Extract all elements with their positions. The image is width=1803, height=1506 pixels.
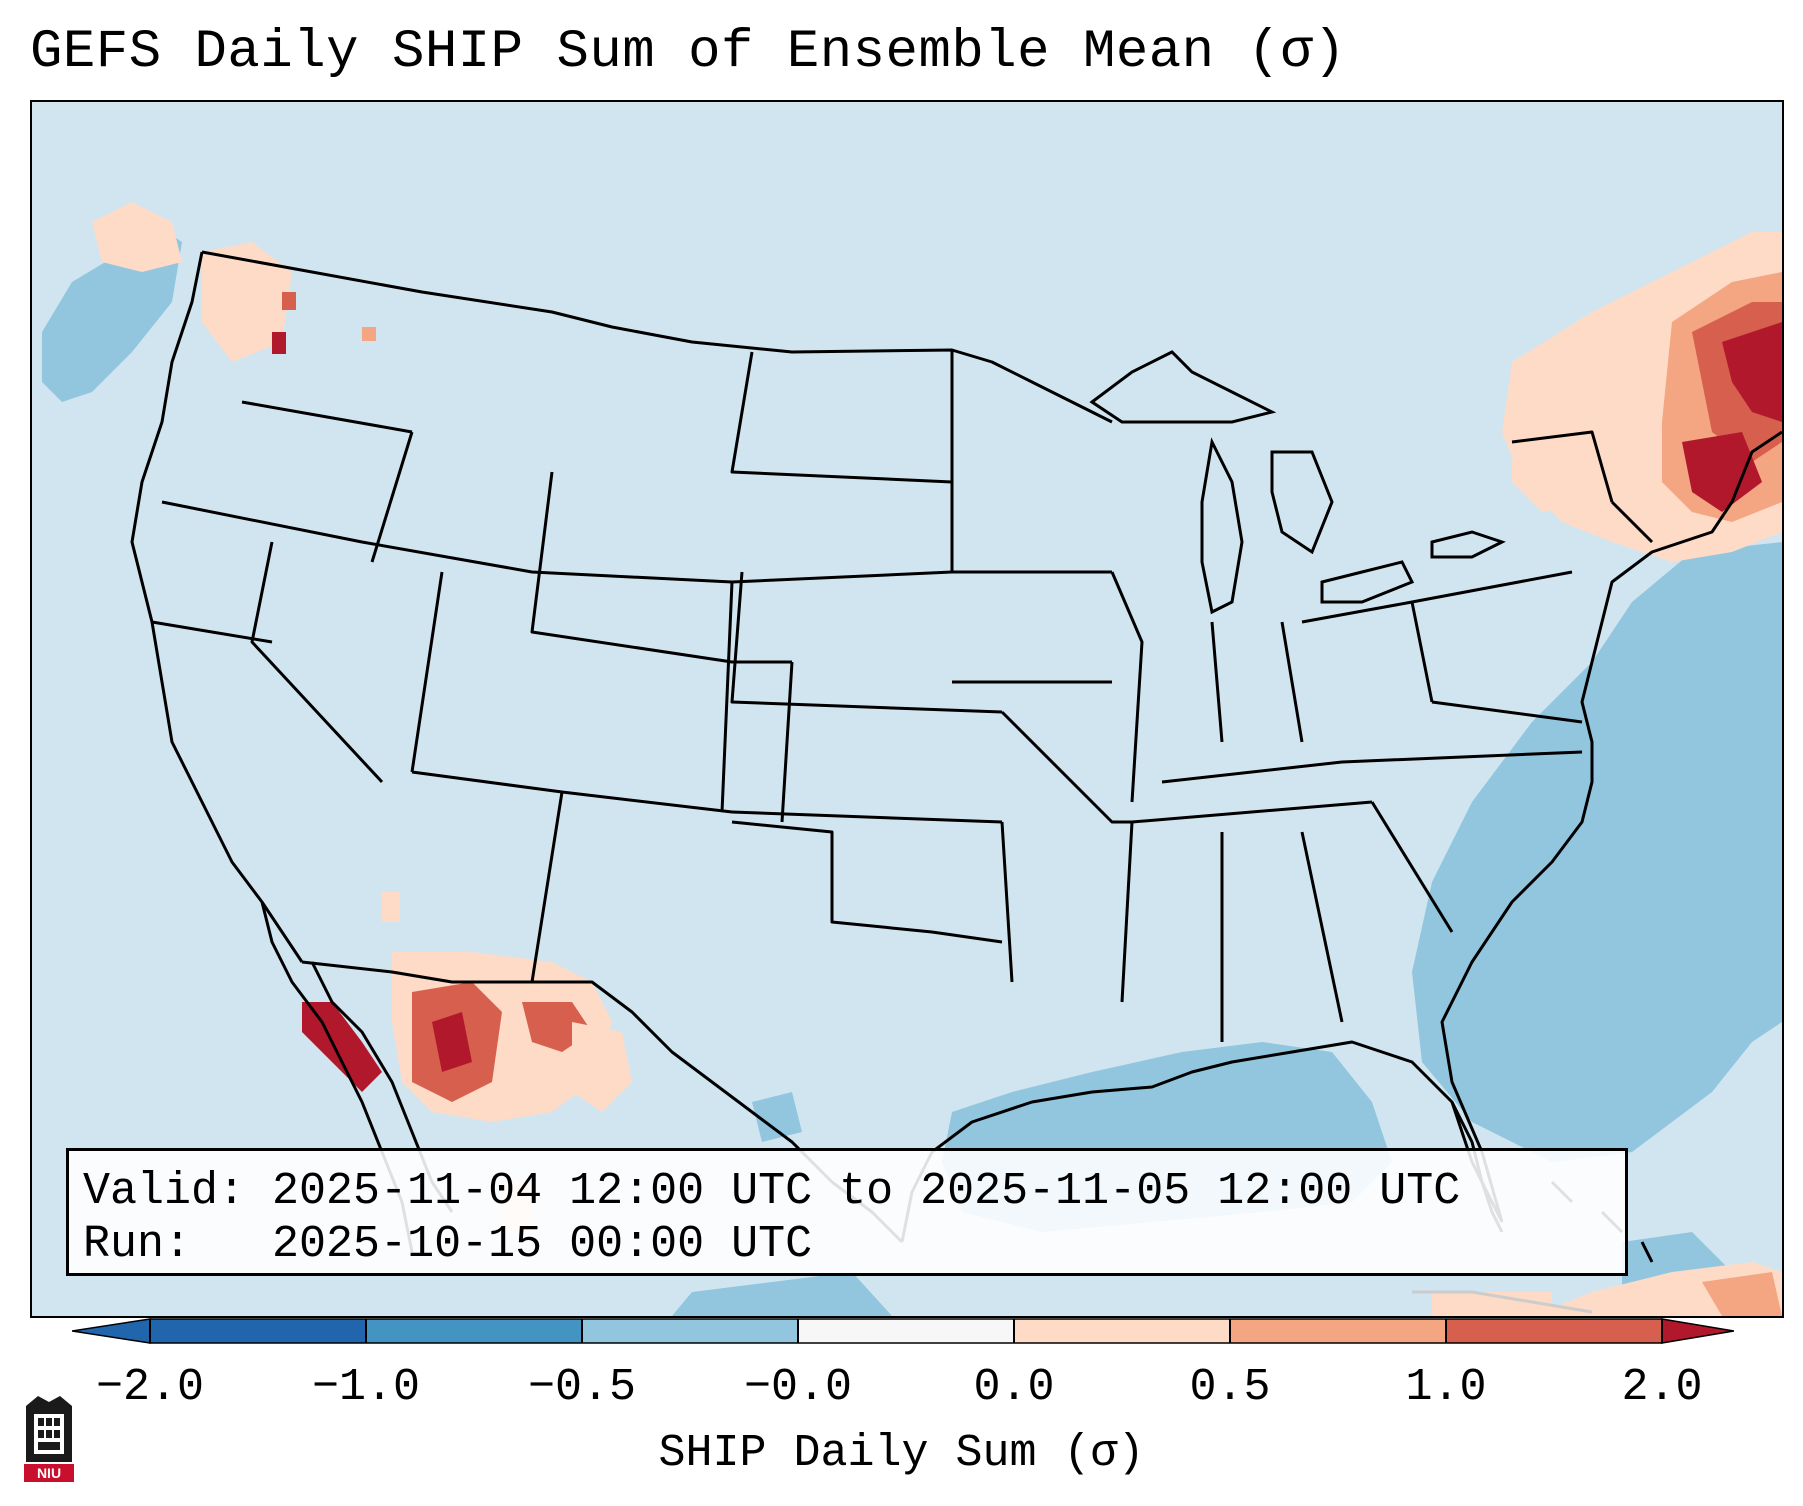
colorbar-tick-label: −0.0 [743,1362,853,1413]
positive-anomaly-chihuahua-light [572,1022,632,1112]
map-title: GEFS Daily SHIP Sum of Ensemble Mean (σ) [30,22,1347,83]
lake-michigan [1200,437,1244,615]
niu-logo-text: NIU [37,1465,61,1481]
colorbar [72,1318,1734,1344]
cuba [1412,1290,1593,1314]
positive-anomaly-washington [92,202,182,272]
colorbar-segment-5 [1014,1319,1230,1343]
valid-value: 2025-11-04 12:00 UTC to 2025-11-05 12:00… [272,1166,1461,1217]
map-panel [30,100,1784,1318]
colorbar-segment-7 [1446,1319,1662,1343]
colorbar-tick-label: −0.5 [527,1362,637,1413]
positive-anomaly-washington-strong [272,332,286,354]
colorbar-tick-label: 2.0 [1621,1362,1703,1413]
colorbar-segment-2 [366,1319,582,1343]
negative-anomaly-caribbean [672,1272,892,1316]
colorbar-segment-3 [582,1319,798,1343]
east-coast [1440,430,1782,1223]
colorbar-tick-label: 1.0 [1405,1362,1487,1413]
lake-superior [1089,350,1277,424]
colorbar-segment-6 [1230,1319,1446,1343]
valid-run-info-box: Valid: 2025-11-04 12:00 UTC to 2025-11-0… [66,1148,1628,1276]
colorbar-tick-label: −1.0 [311,1362,421,1413]
niu-logo: NIU [24,1396,74,1482]
anomaly-field [42,202,1782,1316]
state-borders [130,250,1782,1244]
valid-label: Valid: [83,1166,246,1217]
positive-anomaly-maritimes-extreme-2 [1682,432,1762,512]
colorbar-segment-4 [798,1319,1014,1343]
gulf-coast [900,1040,1504,1243]
lake-huron [1270,450,1334,555]
negative-anomaly-west-gulf [752,1092,802,1142]
map-canvas [42,202,1782,1316]
great-lakes [1089,350,1506,615]
us-canada-border [201,250,1113,424]
positive-anomaly-sonora-extreme [432,1012,472,1072]
west-coast [130,251,304,963]
run-value: 2025-10-15 00:00 UTC [272,1219,813,1270]
colorbar-extend-low [72,1318,151,1344]
positive-anomaly-washington-inland [202,242,292,362]
colorbar-tick-label: −2.0 [95,1362,205,1413]
colorbar-label: SHIP Daily Sum (σ) [658,1428,1145,1479]
positive-anomaly-new-york [1512,432,1612,512]
lake-ontario [1430,530,1506,559]
colorbar-tick-label: 0.5 [1189,1362,1271,1413]
colorbar-segment-1 [150,1319,366,1343]
run-label: Run: [83,1219,192,1270]
positive-anomaly-maritimes-extreme-1 [1722,322,1782,422]
colorbar-tick-label: 0.0 [973,1362,1055,1413]
lake-erie [1320,560,1415,604]
negative-anomaly-atlantic [1412,542,1782,1162]
colorbar-extend-high [1661,1318,1734,1344]
